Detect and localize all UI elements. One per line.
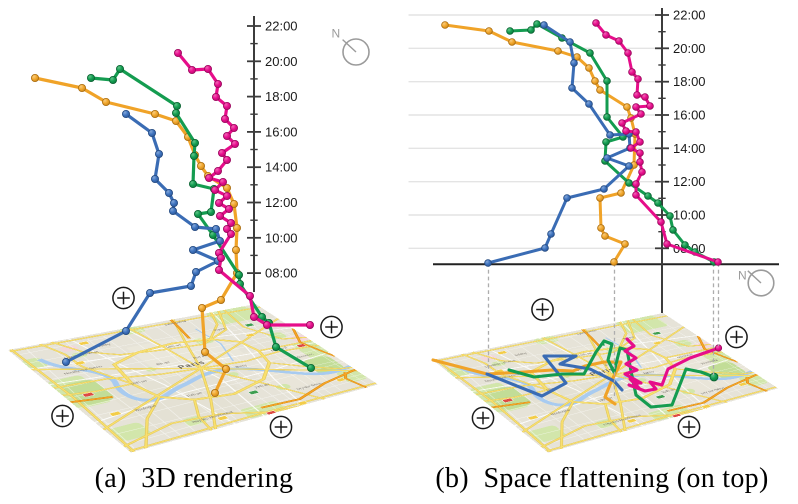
svg-text:16:00: 16:00 xyxy=(673,108,706,123)
svg-text:Neuilly-sur-Seine: Neuilly-sur-Seine xyxy=(63,365,104,376)
svg-text:16:00: 16:00 xyxy=(265,124,298,139)
svg-text:Vincennes: Vincennes xyxy=(294,353,315,359)
svg-text:22:00: 22:00 xyxy=(673,8,706,23)
svg-text:18:00: 18:00 xyxy=(673,74,706,89)
svg-text:Pantin: Pantin xyxy=(213,327,228,332)
svg-text:Ivry-sur-Seine: Ivry-sur-Seine xyxy=(295,382,323,391)
svg-text:14:00: 14:00 xyxy=(265,160,298,175)
svg-text:10:00: 10:00 xyxy=(673,208,706,223)
svg-text:2nd arr: 2nd arr xyxy=(192,354,209,359)
svg-text:Paris: Paris xyxy=(587,367,617,377)
svg-text:Boulogne: Boulogne xyxy=(549,408,571,415)
svg-text:12:00: 12:00 xyxy=(265,195,298,210)
svg-text:N: N xyxy=(332,27,341,41)
svg-text:20:00: 20:00 xyxy=(673,41,706,56)
svg-text:18th arr: 18th arr xyxy=(577,352,594,357)
svg-text:Clichy: Clichy xyxy=(513,352,528,357)
svg-text:Pantin: Pantin xyxy=(622,336,636,340)
svg-text:12:00: 12:00 xyxy=(673,174,706,189)
svg-text:13th arr: 13th arr xyxy=(660,388,677,394)
svg-text:18th arr: 18th arr xyxy=(164,343,183,349)
svg-text:15th arr: 15th arr xyxy=(185,391,205,398)
svg-text:N: N xyxy=(738,269,747,283)
svg-text:8th arr: 8th arr xyxy=(155,360,172,365)
svg-text:Paris: Paris xyxy=(175,359,208,370)
svg-text:13th arr: 13th arr xyxy=(253,383,271,389)
svg-text:Clichy: Clichy xyxy=(96,342,113,347)
svg-text:Bercy: Bercy xyxy=(642,370,656,375)
svg-text:Neuilly-sur-Seine: Neuilly-sur-Seine xyxy=(484,373,522,383)
svg-text:08:00: 08:00 xyxy=(265,266,298,281)
svg-text:(b) Space flattening (on top): (b) Space flattening (on top) xyxy=(435,463,768,494)
svg-text:Vincennes: Vincennes xyxy=(699,359,719,365)
svg-text:16th arr: 16th arr xyxy=(129,379,149,385)
svg-text:Saint-Denis: Saint-Denis xyxy=(575,329,598,335)
svg-text:Ivry-sur-Seine: Ivry-sur-Seine xyxy=(700,386,727,394)
svg-text:Bercy: Bercy xyxy=(234,363,249,368)
svg-text:20:00: 20:00 xyxy=(265,54,298,69)
svg-text:Boulogne: Boulogne xyxy=(133,404,158,412)
svg-text:10:00: 10:00 xyxy=(265,230,298,245)
svg-text:22:00: 22:00 xyxy=(265,19,298,34)
svg-text:14:00: 14:00 xyxy=(673,141,706,156)
svg-text:(a) 3D rendering: (a) 3D rendering xyxy=(95,463,294,494)
svg-text:Montreuil: Montreuil xyxy=(676,353,694,359)
svg-text:18:00: 18:00 xyxy=(265,89,298,104)
svg-text:Levallois-Perret: Levallois-Perret xyxy=(483,359,517,368)
svg-text:Saint-Denis: Saint-Denis xyxy=(163,320,187,326)
